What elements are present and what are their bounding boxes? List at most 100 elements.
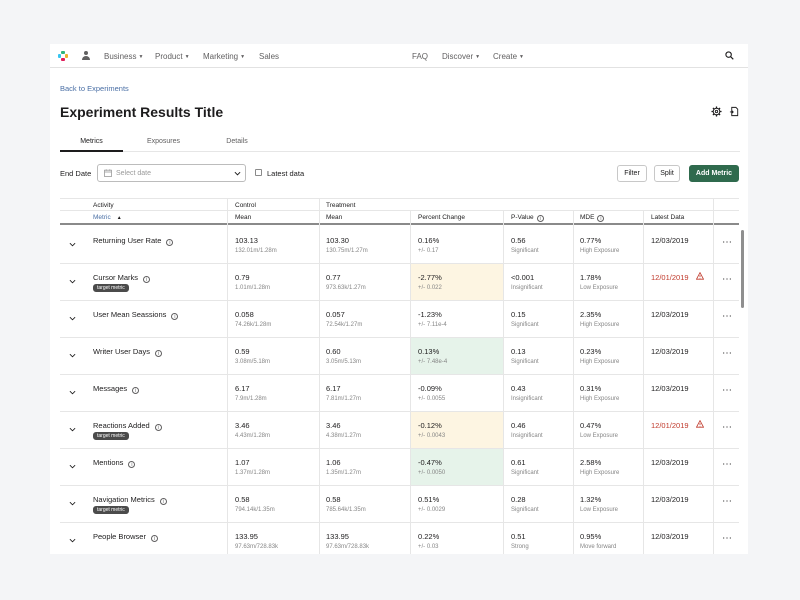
chevron-down-icon[interactable] [69, 241, 76, 248]
nav-faq[interactable]: FAQ [412, 52, 428, 61]
chevron-down-icon[interactable] [69, 500, 76, 507]
tab-exposures[interactable]: Exposures [146, 138, 181, 145]
percent-change: 0.16% [418, 236, 440, 245]
chevron-down-icon[interactable] [69, 315, 76, 322]
p-value-label: Significant [511, 507, 539, 513]
nav-faq-label: FAQ [412, 52, 429, 61]
chevron-down-icon[interactable] [69, 463, 76, 470]
export-icon[interactable] [729, 106, 740, 117]
info-icon[interactable]: i [597, 215, 605, 222]
percent-change-range: +/- 0.17 [418, 248, 439, 254]
info-icon[interactable]: i [159, 498, 167, 505]
info-icon[interactable]: i [128, 461, 136, 468]
nav-create-label: Create [493, 52, 518, 61]
filter-button[interactable]: Filter [617, 165, 647, 182]
more-options-icon[interactable]: ⋯ [722, 237, 733, 248]
app-frame: Business ▼ Product ▼ Marketing ▼ Sales FAQ … [50, 44, 748, 554]
control-mean: 103.13 [235, 236, 258, 245]
more-options-icon[interactable]: ⋯ [722, 533, 733, 544]
table-row[interactable]: Cursor Marks i target metric 0.79 1.01m/1.28… [60, 264, 739, 301]
info-icon[interactable]: i [166, 239, 174, 246]
back-to-experiments-link[interactable]: Back to Experiments [60, 84, 129, 93]
end-date-picker[interactable]: Select date [97, 164, 246, 182]
treatment-mean: 0.60 [326, 347, 341, 356]
more-options-icon[interactable]: ⋯ [722, 459, 733, 470]
latest-data-label: Latest data [267, 169, 305, 178]
table-row[interactable]: Navigation Metrics i target metric 0.58 794.… [60, 486, 739, 523]
info-icon[interactable]: i [132, 387, 140, 394]
treatment-mean: 0.057 [326, 310, 345, 319]
percent-change-range: +/- 7.48e-4 [418, 359, 448, 365]
add-metric-button[interactable]: Add Metric [689, 165, 739, 182]
mde-value: 2.58% [580, 458, 602, 467]
more-options-icon[interactable]: ⋯ [722, 274, 733, 285]
table-row[interactable]: Reactions Added i target metric 3.46 4.43m/1… [60, 412, 739, 449]
info-icon[interactable]: i [150, 535, 158, 542]
mde-label: High Exposure [580, 248, 620, 254]
slack-logo-icon[interactable] [58, 51, 68, 61]
nav-business[interactable]: Business ▼ [104, 52, 143, 61]
treatment-mean: 6.17 [326, 384, 341, 393]
metric-name-text: Navigation Metrics [93, 495, 155, 504]
column-header-metric[interactable]: Metric ▲ [93, 214, 122, 221]
nav-sales[interactable]: Sales [259, 52, 279, 61]
more-options-icon[interactable]: ⋯ [722, 422, 733, 433]
chevron-down-icon[interactable] [69, 352, 76, 359]
table-row[interactable]: User Mean Seassions i 0.058 74.26k/1.28m 0.0… [60, 301, 739, 338]
control-sub: 1.37m/1.28m [235, 470, 271, 476]
info-icon[interactable]: i [171, 313, 179, 320]
p-value: 0.61 [511, 458, 526, 467]
gear-icon[interactable] [711, 106, 722, 117]
control-mean: 0.79 [235, 273, 250, 282]
info-icon[interactable]: i [143, 276, 151, 283]
tab-metrics[interactable]: Metrics [80, 138, 103, 145]
chevron-down-icon[interactable] [69, 537, 76, 544]
nav-marketing[interactable]: Marketing ▼ [203, 52, 245, 61]
control-sub: 1.01m/1.28m [235, 285, 271, 291]
nav-discover[interactable]: Discover ▼ [442, 52, 480, 61]
table-row[interactable]: People Browser i 133.95 97.63m/728.83k 133.9… [60, 523, 739, 554]
more-options-icon[interactable]: ⋯ [722, 385, 733, 396]
nav-product[interactable]: Product ▼ [155, 52, 190, 61]
table-row[interactable]: Returning User Rate i 103.13 132.01m/1.28m 1… [60, 227, 739, 264]
more-options-icon[interactable]: ⋯ [722, 496, 733, 507]
table-row[interactable]: Messages i 6.17 7.9m/1.28m 6.17 7.81m/1.27m -0… [60, 375, 739, 412]
table-scrollbar[interactable] [741, 230, 744, 308]
metric-name-text: Returning User Rate [93, 236, 162, 245]
mde-label: High Exposure [580, 322, 620, 328]
p-value: 0.28 [511, 495, 526, 504]
more-options-icon[interactable]: ⋯ [722, 311, 733, 322]
column-divider [410, 210, 411, 554]
metric-name: People Browser i [93, 532, 158, 542]
table-header: Metric ▲ Mean Mean Percent Change P-Value… [60, 210, 739, 225]
chevron-down-icon[interactable] [69, 426, 76, 433]
chevron-down-icon: ▼ [138, 54, 144, 60]
info-icon[interactable]: i [536, 215, 544, 222]
tab-details[interactable]: Details [226, 138, 248, 145]
info-icon[interactable]: i [154, 350, 162, 357]
column-header-control-mean: Mean [235, 214, 252, 221]
p-value: 0.56 [511, 236, 526, 245]
latest-data-date: 12/03/2019 [651, 236, 689, 245]
p-value-label: Significant [511, 470, 539, 476]
chevron-down-icon[interactable] [69, 389, 76, 396]
nav-create[interactable]: Create ▼ [493, 52, 524, 61]
table-row[interactable]: Writer User Days i 0.59 3.08m/5.18m 0.60 3.05… [60, 338, 739, 375]
nav-discover-label: Discover [442, 52, 474, 61]
table-row[interactable]: Mentions i 1.07 1.37m/1.28m 1.06 1.35m/1.27m -… [60, 449, 739, 486]
metric-name-text: Reactions Added [93, 421, 150, 430]
metric-name-text: User Mean Seassions [93, 310, 167, 319]
chevron-down-icon[interactable] [69, 278, 76, 285]
info-icon[interactable]: i [154, 424, 162, 431]
latest-data-checkbox[interactable] [255, 169, 262, 176]
search-icon[interactable] [725, 51, 734, 60]
treatment-sub: 7.81m/1.27m [326, 396, 362, 402]
chevron-down-icon: ▼ [240, 54, 246, 60]
more-options-icon[interactable]: ⋯ [722, 348, 733, 359]
treatment-sub: 72.54k/1.27m [326, 322, 363, 328]
split-button[interactable]: Split [654, 165, 680, 182]
user-icon[interactable] [82, 51, 90, 60]
sort-ascending-icon[interactable]: ▲ [116, 215, 122, 221]
control-sub: 132.01m/1.28m [235, 248, 277, 254]
latest-data-date: 12/03/2019 [651, 310, 689, 319]
